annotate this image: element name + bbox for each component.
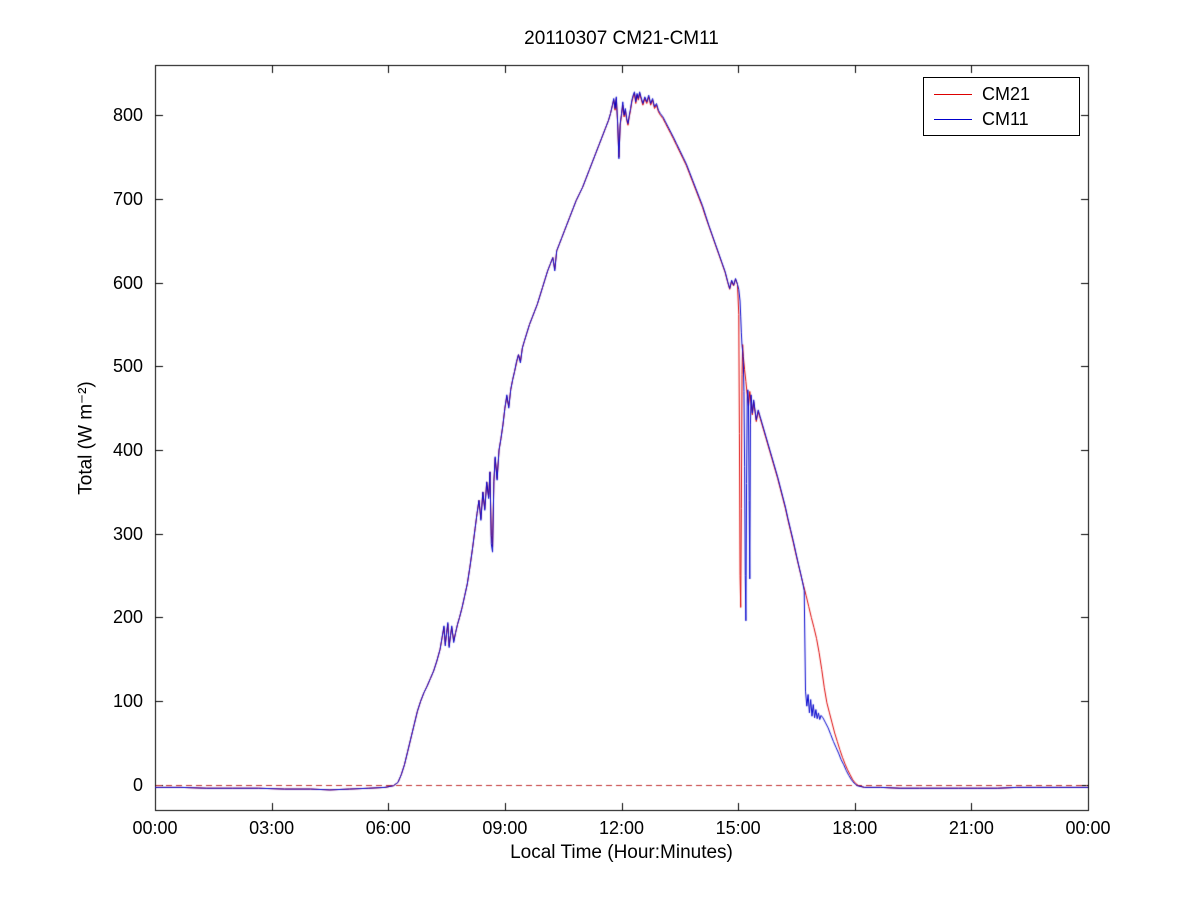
x-tick-label: 03:00 xyxy=(249,818,295,838)
x-tick-label: 21:00 xyxy=(948,818,994,838)
x-tick-label: 00:00 xyxy=(132,818,178,838)
legend-item-cm21: CM21 xyxy=(924,82,1079,106)
x-tick-label: 15:00 xyxy=(715,818,761,838)
y-tick-label: 100 xyxy=(112,691,143,712)
chart-title: 20110307 CM21-CM11 xyxy=(524,28,719,49)
cm21-line-sample xyxy=(934,93,972,95)
y-tick-label: 500 xyxy=(112,356,143,377)
y-tick-label: 200 xyxy=(112,607,143,628)
y-axis-label: Total (W m⁻²) xyxy=(75,381,97,495)
x-tick-label: 00:00 xyxy=(1065,818,1111,838)
y-tick-label: 400 xyxy=(112,440,143,461)
y-tick-label: 600 xyxy=(112,272,143,293)
cm11-line-sample xyxy=(934,118,972,120)
legend-item-cm11: CM11 xyxy=(924,107,1079,131)
x-tick-label: 12:00 xyxy=(598,818,645,838)
y-tick-label: 800 xyxy=(112,105,143,126)
x-tick-label: 06:00 xyxy=(365,818,411,838)
legend: CM21 CM11 xyxy=(923,77,1080,136)
y-tick-label: 0 xyxy=(132,774,143,795)
y-tick-label: 300 xyxy=(112,523,143,544)
x-axis-label: Local Time (Hour:Minutes) xyxy=(510,842,733,863)
legend-label-cm21: CM21 xyxy=(982,83,1031,104)
legend-label-cm11: CM11 xyxy=(982,108,1029,129)
x-tick-label: 09:00 xyxy=(482,818,528,838)
y-tick-label: 700 xyxy=(112,188,143,209)
x-tick-label: 18:00 xyxy=(832,818,878,838)
